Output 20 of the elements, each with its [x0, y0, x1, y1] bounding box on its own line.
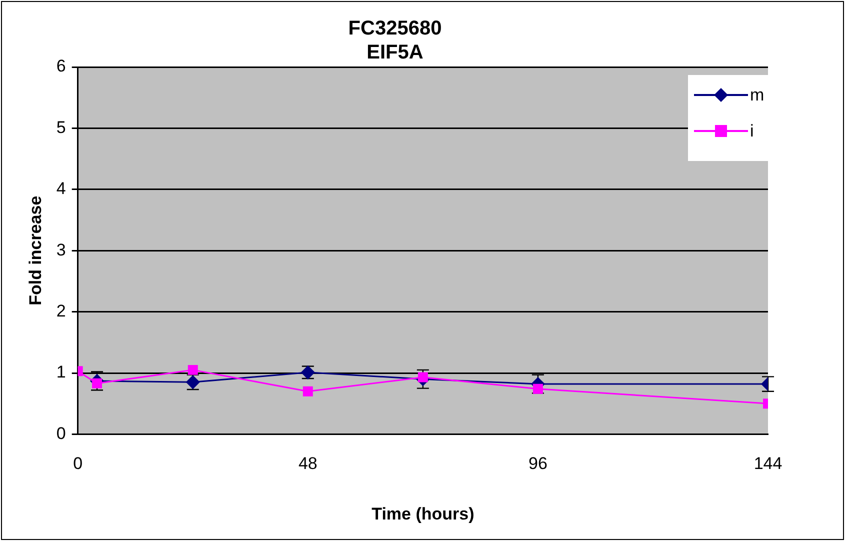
legend-label: m — [750, 86, 764, 105]
y-tick-label: 3 — [56, 240, 66, 260]
chart-title: FC325680 EIF5A — [348, 18, 442, 64]
y-tick-label: 2 — [56, 301, 66, 320]
y-tick-label: 1 — [56, 362, 66, 382]
y-tick-label: 0 — [56, 424, 66, 443]
point — [532, 384, 543, 394]
point — [92, 378, 102, 388]
point — [188, 364, 198, 375]
x-tick-label: 0 — [73, 454, 83, 474]
x-tick-label: 96 — [528, 454, 548, 474]
x-axis-title: Time (hours) — [372, 504, 474, 524]
x-tick-label: 144 — [754, 454, 782, 474]
x-tick-label: 48 — [298, 454, 318, 474]
y-axis-title: Fold increase — [26, 196, 45, 306]
y-tick-label: 5 — [56, 118, 66, 137]
y-tick-label: 4 — [56, 179, 66, 198]
y-tick-label: 6 — [56, 56, 66, 76]
legend-label: i — [750, 122, 754, 141]
point — [302, 386, 313, 396]
